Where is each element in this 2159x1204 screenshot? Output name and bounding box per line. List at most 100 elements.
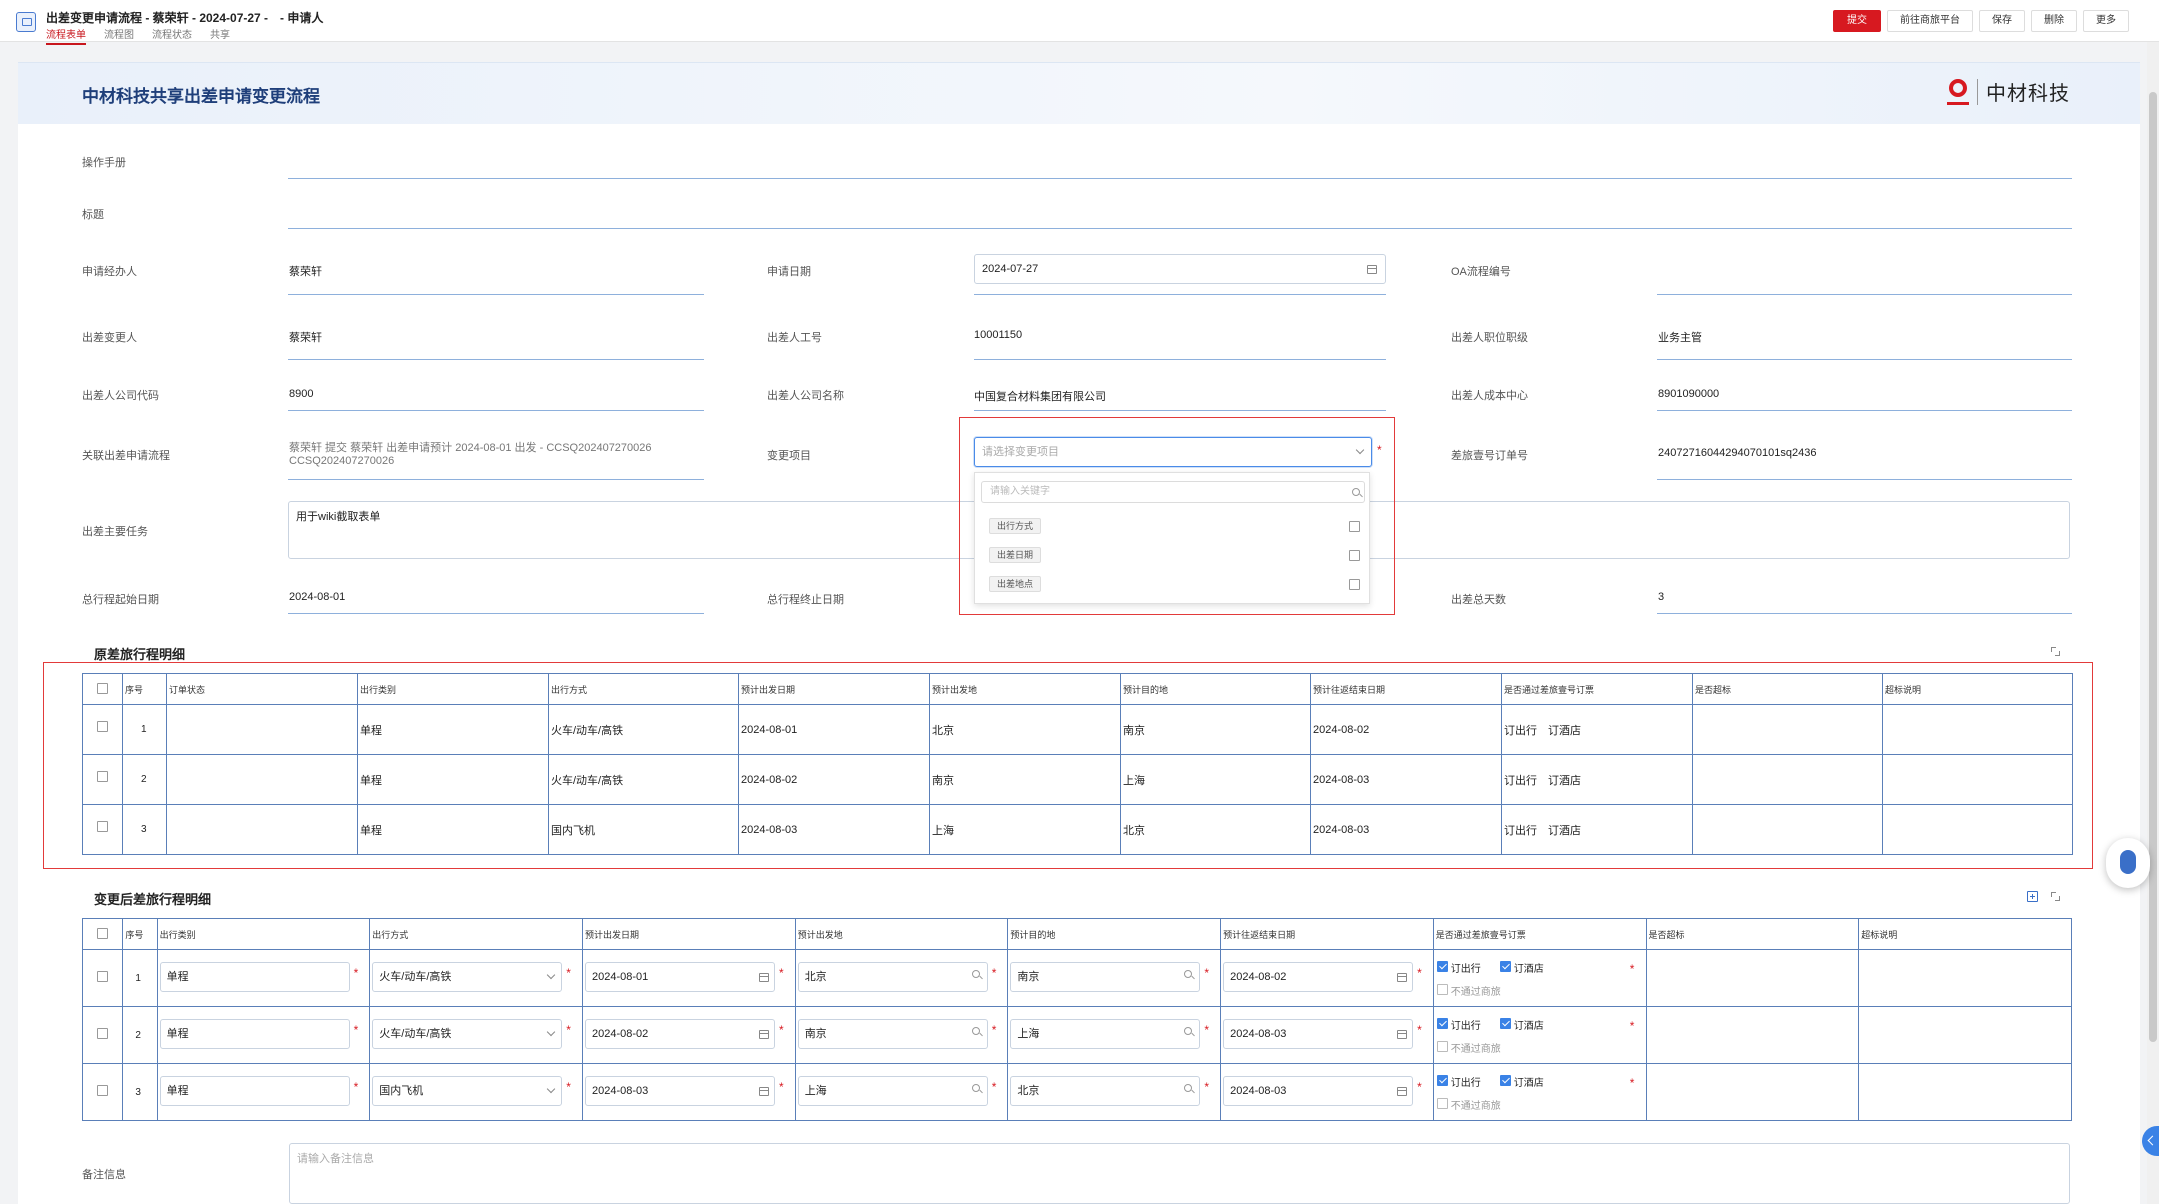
floating-assistant-icon[interactable] — [2106, 838, 2150, 888]
destination-input[interactable]: 上海 — [1010, 1019, 1201, 1049]
calendar-icon[interactable] — [1397, 1087, 1408, 1096]
destination-cell: 南京 * — [1007, 949, 1222, 1007]
dropdown-option-travel-date[interactable]: 出差日期 — [989, 547, 1042, 563]
table-header-row: 序号 订单状态 出行类别 出行方式 预计出发日期 预计出发地 预计目的地 预计往… — [82, 673, 2073, 705]
calendar-icon[interactable] — [1397, 973, 1408, 982]
book-hotel-checkbox[interactable] — [1499, 961, 1511, 972]
page-scrollbar[interactable] — [2147, 42, 2159, 1204]
destination-value: 南京 — [1017, 971, 1040, 983]
company-code-underline — [288, 410, 704, 411]
select-all-checkbox[interactable] — [97, 683, 108, 694]
no-booking-checkbox[interactable] — [1436, 1041, 1448, 1052]
end-date-input[interactable]: 2024-08-02 — [1223, 962, 1414, 992]
row-checkbox[interactable] — [97, 721, 108, 732]
side-collapse-tab[interactable] — [2142, 1126, 2159, 1156]
required-asterisk: * — [1417, 1023, 1422, 1037]
related-flow-link-2[interactable]: CCSQ202407270026 — [289, 455, 395, 467]
over-standard — [1692, 704, 1883, 755]
calendar-icon[interactable] — [758, 1087, 769, 1096]
depart-from-input[interactable]: 上海 — [797, 1076, 988, 1106]
calendar-icon[interactable] — [1397, 1030, 1408, 1039]
delete-button[interactable]: 删除 — [2031, 10, 2077, 32]
remarks-textarea[interactable]: 请输入备注信息 — [289, 1143, 2070, 1204]
category-input[interactable]: 单程 — [159, 962, 350, 992]
search-icon[interactable] — [971, 970, 980, 978]
travel-mode-select[interactable]: 火车/动车/高铁 — [372, 1019, 563, 1049]
scrollbar-thumb[interactable] — [2149, 92, 2157, 1042]
depart-from-value: 北京 — [804, 971, 827, 983]
travel-mode-value: 国内飞机 — [379, 1085, 424, 1097]
search-icon[interactable] — [1184, 1084, 1193, 1092]
apply-date-input[interactable]: 2024-07-27 — [974, 254, 1386, 284]
tab-form[interactable]: 流程表单 — [46, 26, 86, 45]
search-icon[interactable] — [971, 1084, 980, 1092]
add-row-icon[interactable] — [2027, 891, 2038, 902]
travel-mode-select[interactable]: 国内飞机 — [372, 1076, 563, 1106]
category-input[interactable]: 单程 — [159, 1076, 350, 1106]
travel-mode-select[interactable]: 火车/动车/高铁 — [372, 962, 563, 992]
booking-cell: 订出行 订酒店 不通过商旅 * — [1432, 1063, 1647, 1121]
book-travel-checkbox[interactable] — [1436, 961, 1448, 972]
row-checkbox[interactable] — [97, 771, 108, 782]
select-all-checkbox[interactable] — [97, 928, 108, 939]
row-checkbox[interactable] — [97, 1085, 108, 1096]
destination-input[interactable]: 南京 — [1010, 962, 1201, 992]
tab-flow-status[interactable]: 流程状态 — [152, 30, 192, 41]
expand-icon[interactable] — [2051, 892, 2060, 901]
calendar-icon[interactable] — [1367, 265, 1377, 274]
col-header: 预计出发地 — [929, 673, 1121, 705]
table-header-row: 序号 出行类别 出行方式 预计出发日期 预计出发地 预计目的地 预计往返结束日期… — [81, 918, 2072, 950]
end-date-input[interactable]: 2024-08-03 — [1223, 1076, 1414, 1106]
row-checkbox[interactable] — [97, 1028, 108, 1039]
title-field[interactable] — [288, 228, 2072, 229]
book-hotel-checkbox[interactable] — [1499, 1018, 1511, 1029]
no-booking-checkbox[interactable] — [1436, 1098, 1448, 1109]
calendar-icon[interactable] — [758, 973, 769, 982]
dropdown-option-checkbox[interactable] — [1349, 550, 1360, 561]
submit-button[interactable]: 提交 — [1833, 10, 1881, 32]
book-travel-checkbox[interactable] — [1436, 1075, 1448, 1086]
manual-field[interactable] — [288, 178, 2072, 179]
calendar-icon[interactable] — [758, 1030, 769, 1039]
search-icon[interactable] — [1184, 970, 1193, 978]
no-booking-checkbox[interactable] — [1436, 984, 1448, 995]
depart-from-input[interactable]: 北京 — [797, 962, 988, 992]
depart-from-input[interactable]: 南京 — [797, 1019, 988, 1049]
expand-icon[interactable] — [2051, 647, 2060, 656]
form-title: 中材科技共享出差申请变更流程 — [82, 87, 320, 106]
tab-share[interactable]: 共享 — [210, 30, 230, 41]
dropdown-option-checkbox[interactable] — [1349, 521, 1360, 532]
book-hotel-checkbox[interactable] — [1499, 1075, 1511, 1086]
dropdown-option-travel-mode[interactable]: 出行方式 — [989, 518, 1042, 534]
related-flow-link[interactable]: 蔡荣轩 提交 蔡荣轩 出差申请预计 2024-08-01 出发 - CCSQ20… — [289, 442, 652, 454]
travel-mode-cell: 火车/动车/高铁 * — [369, 949, 583, 1007]
chevron-down-icon — [547, 1084, 556, 1094]
destination-value: 上海 — [1017, 1028, 1040, 1040]
oa-number-field[interactable] — [1657, 294, 2072, 295]
dropdown-option-travel-place[interactable]: 出差地点 — [989, 576, 1042, 592]
depart-date-input[interactable]: 2024-08-01 — [584, 962, 775, 992]
depart-date: 2024-08-02 — [738, 754, 930, 805]
search-icon[interactable] — [971, 1027, 980, 1035]
dropdown-option-checkbox[interactable] — [1349, 579, 1360, 590]
more-button[interactable]: 更多 — [2083, 10, 2129, 32]
tab-flowchart[interactable]: 流程图 — [104, 30, 134, 41]
save-button[interactable]: 保存 — [1979, 10, 2025, 32]
change-item-select[interactable]: 请选择变更项目 — [974, 437, 1372, 467]
row-checkbox[interactable] — [97, 971, 108, 982]
destination-input[interactable]: 北京 — [1010, 1076, 1201, 1106]
col-header: 序号 — [122, 918, 158, 950]
row-checkbox-cell — [81, 1006, 124, 1064]
search-icon[interactable] — [1184, 1027, 1193, 1035]
row-checkbox[interactable] — [97, 821, 108, 832]
depart-date-input[interactable]: 2024-08-02 — [584, 1019, 775, 1049]
category-input[interactable]: 单程 — [159, 1019, 350, 1049]
book-travel-checkbox[interactable] — [1436, 1018, 1448, 1029]
table-row: 1 单程 火车/动车/高铁 2024-08-01 北京 南京 2024-08-0… — [82, 704, 2073, 755]
end-date-input[interactable]: 2024-08-03 — [1223, 1019, 1414, 1049]
depart-date-input[interactable]: 2024-08-03 — [584, 1076, 775, 1106]
travel-platform-button[interactable]: 前往商旅平台 — [1887, 10, 1973, 32]
required-asterisk: * — [778, 1080, 784, 1094]
dropdown-search-input[interactable]: 请输入关键字 — [981, 481, 1365, 503]
required-asterisk: * — [778, 966, 784, 980]
